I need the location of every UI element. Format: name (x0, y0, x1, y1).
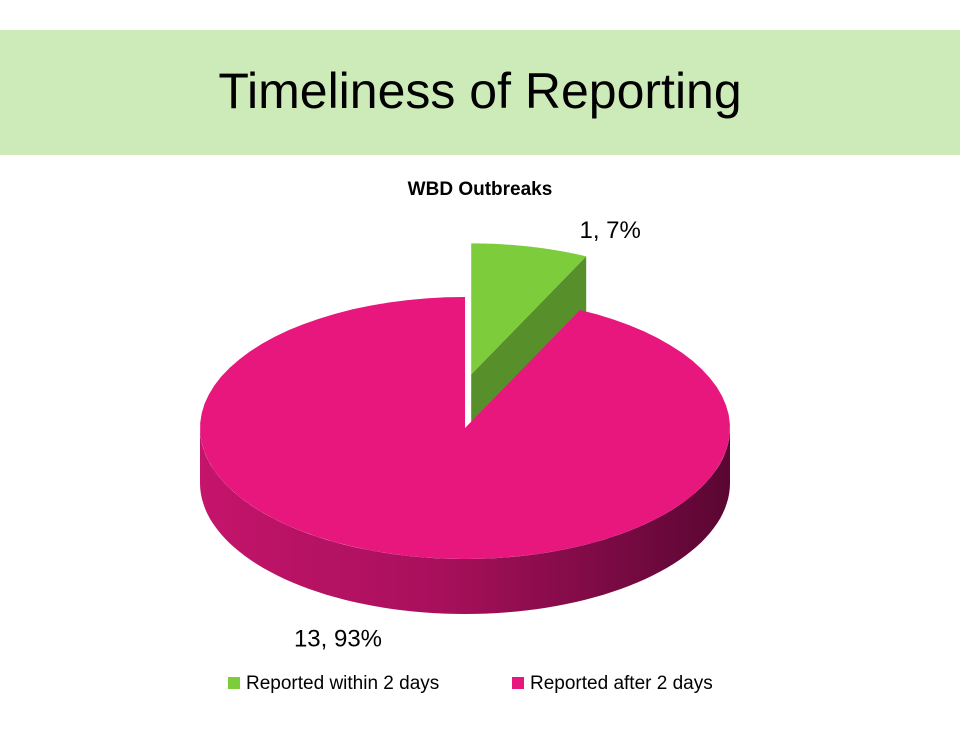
pie-slice (200, 297, 730, 559)
header-band (0, 30, 960, 155)
legend-label: Reported within 2 days (246, 673, 439, 694)
legend-swatch (512, 677, 524, 689)
pie-slice (471, 243, 587, 375)
data-label: 13, 93% (294, 625, 382, 652)
legend-label: Reported after 2 days (530, 673, 713, 694)
slide-title: Timeliness of Reporting (218, 63, 741, 119)
slice-cut-face (471, 256, 587, 430)
legend-swatch (228, 677, 240, 689)
data-label: 1, 7% (580, 217, 641, 244)
slice-side (200, 428, 730, 614)
chart-title: WBD Outbreaks (408, 179, 553, 200)
